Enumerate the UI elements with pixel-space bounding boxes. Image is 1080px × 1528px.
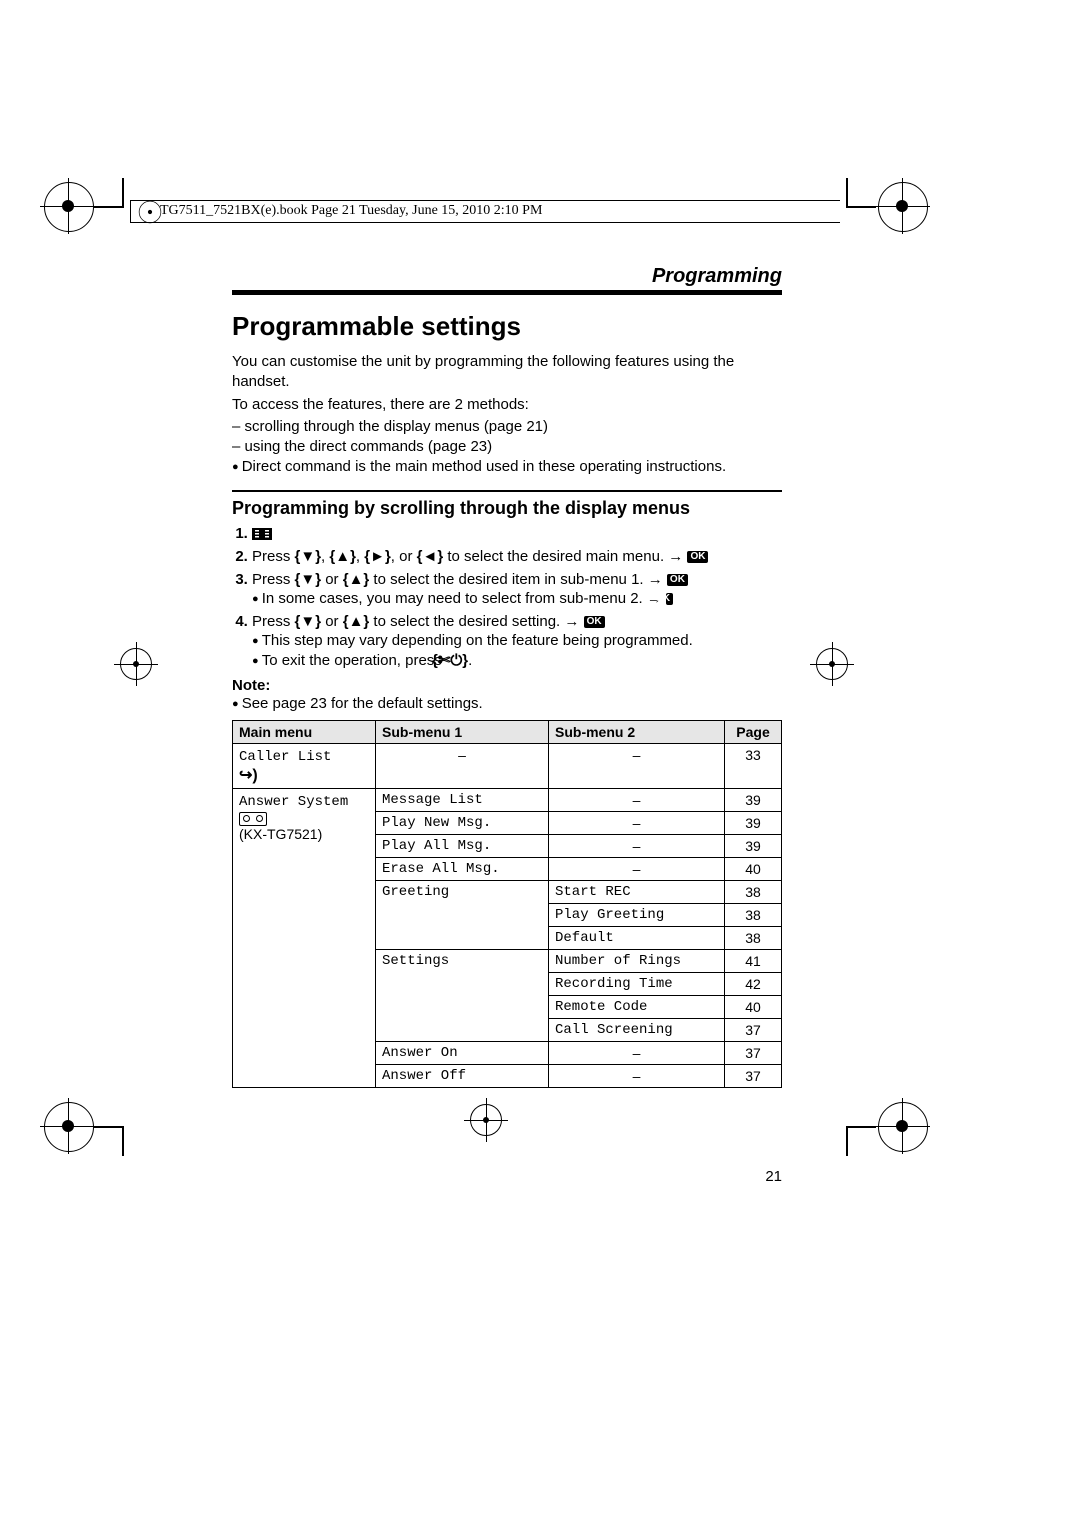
th-main: Main menu (233, 720, 376, 743)
reg-mark-ml (114, 642, 158, 686)
crop-mark (846, 1126, 848, 1156)
book-header-text: TG7511_7521BX(e).book Page 21 Tuesday, J… (160, 203, 542, 219)
reg-mark-tr (874, 178, 930, 234)
menu-table: Main menu Sub-menu 1 Sub-menu 2 Page Cal… (232, 720, 782, 1088)
page-number: 21 (232, 1168, 782, 1185)
reg-mark-bl (40, 1098, 96, 1154)
intro-li2: using the direct commands (page 23) (232, 437, 782, 457)
key-down: {▼} (295, 613, 322, 630)
step-3-sub: In some cases, you may need to select fr… (252, 590, 782, 607)
header-reg-icon (135, 197, 166, 228)
crop-mark (846, 1126, 876, 1128)
arrow-icon: → (564, 613, 579, 630)
th-sm2: Sub-menu 2 (549, 720, 725, 743)
intro-p1: You can customise the unit by programmin… (232, 352, 782, 393)
crop-mark (94, 206, 124, 208)
intro-p2: To access the features, there are 2 meth… (232, 395, 782, 415)
header-rule (130, 222, 840, 223)
step-3: Press {▼} or {▲} to select the desired i… (252, 571, 782, 607)
crop-mark (846, 178, 848, 208)
table-row: Answer System (KX-TG7521) Message List –… (233, 788, 782, 811)
crop-mark (122, 1126, 124, 1156)
cell-main: Answer System (KX-TG7521) (233, 788, 376, 1087)
sub-heading: Programming by scrolling through the dis… (232, 498, 782, 519)
table-row: Caller List ↪) – – 33 (233, 743, 782, 788)
key-up: {▲} (343, 613, 370, 630)
exit-icon: {✄⏻} (446, 651, 468, 669)
step-4: Press {▼} or {▲} to select the desired s… (252, 613, 782, 669)
step-4-sub2: To exit the operation, press {✄⏻}. (252, 651, 782, 669)
header-rule (130, 200, 131, 223)
page-title: Programmable settings (232, 311, 782, 342)
reg-mark-tl (40, 178, 96, 234)
key-up: {▲} (343, 571, 370, 588)
key-left: {◄} (417, 548, 444, 565)
ok-badge: OK (667, 574, 688, 586)
arrow-icon: → (648, 571, 663, 588)
th-sm1: Sub-menu 1 (376, 720, 549, 743)
reg-mark-br (874, 1098, 930, 1154)
note-heading: Note: (232, 677, 782, 694)
redial-icon: ↪) (239, 765, 258, 785)
key-up: {▲} (329, 548, 356, 565)
thin-rule (232, 490, 782, 492)
key-right: {►} (364, 548, 391, 565)
intro-bullet: Direct command is the main method used i… (232, 457, 782, 477)
steps-list: Press {▼}, {▲}, {►}, or {◄} to select th… (232, 525, 782, 669)
note-text: See page 23 for the default settings. (232, 694, 782, 714)
crop-mark (122, 178, 124, 208)
crop-mark (94, 1126, 124, 1128)
key-down: {▼} (295, 571, 322, 588)
crop-mark (846, 206, 876, 208)
header-rule (130, 200, 840, 201)
intro-text: You can customise the unit by programmin… (232, 352, 782, 478)
ok-badge: OK (584, 616, 605, 628)
tape-icon (239, 812, 267, 826)
table-header-row: Main menu Sub-menu 1 Sub-menu 2 Page (233, 720, 782, 743)
step-2: Press {▼}, {▲}, {►}, or {◄} to select th… (252, 548, 782, 565)
intro-li1: scrolling through the display menus (pag… (232, 417, 782, 437)
menu-icon (252, 528, 272, 540)
key-down: {▼} (295, 548, 322, 565)
th-page: Page (725, 720, 782, 743)
step-1 (252, 525, 782, 542)
step-4-sub1: This step may vary depending on the feat… (252, 632, 782, 649)
reg-mark-mr (810, 642, 854, 686)
arrow-icon: → (668, 548, 683, 565)
section-header: Programming (232, 265, 782, 288)
thick-rule (232, 290, 782, 295)
cell-main: Caller List ↪) (233, 743, 376, 788)
ok-badge: OK (687, 551, 708, 563)
